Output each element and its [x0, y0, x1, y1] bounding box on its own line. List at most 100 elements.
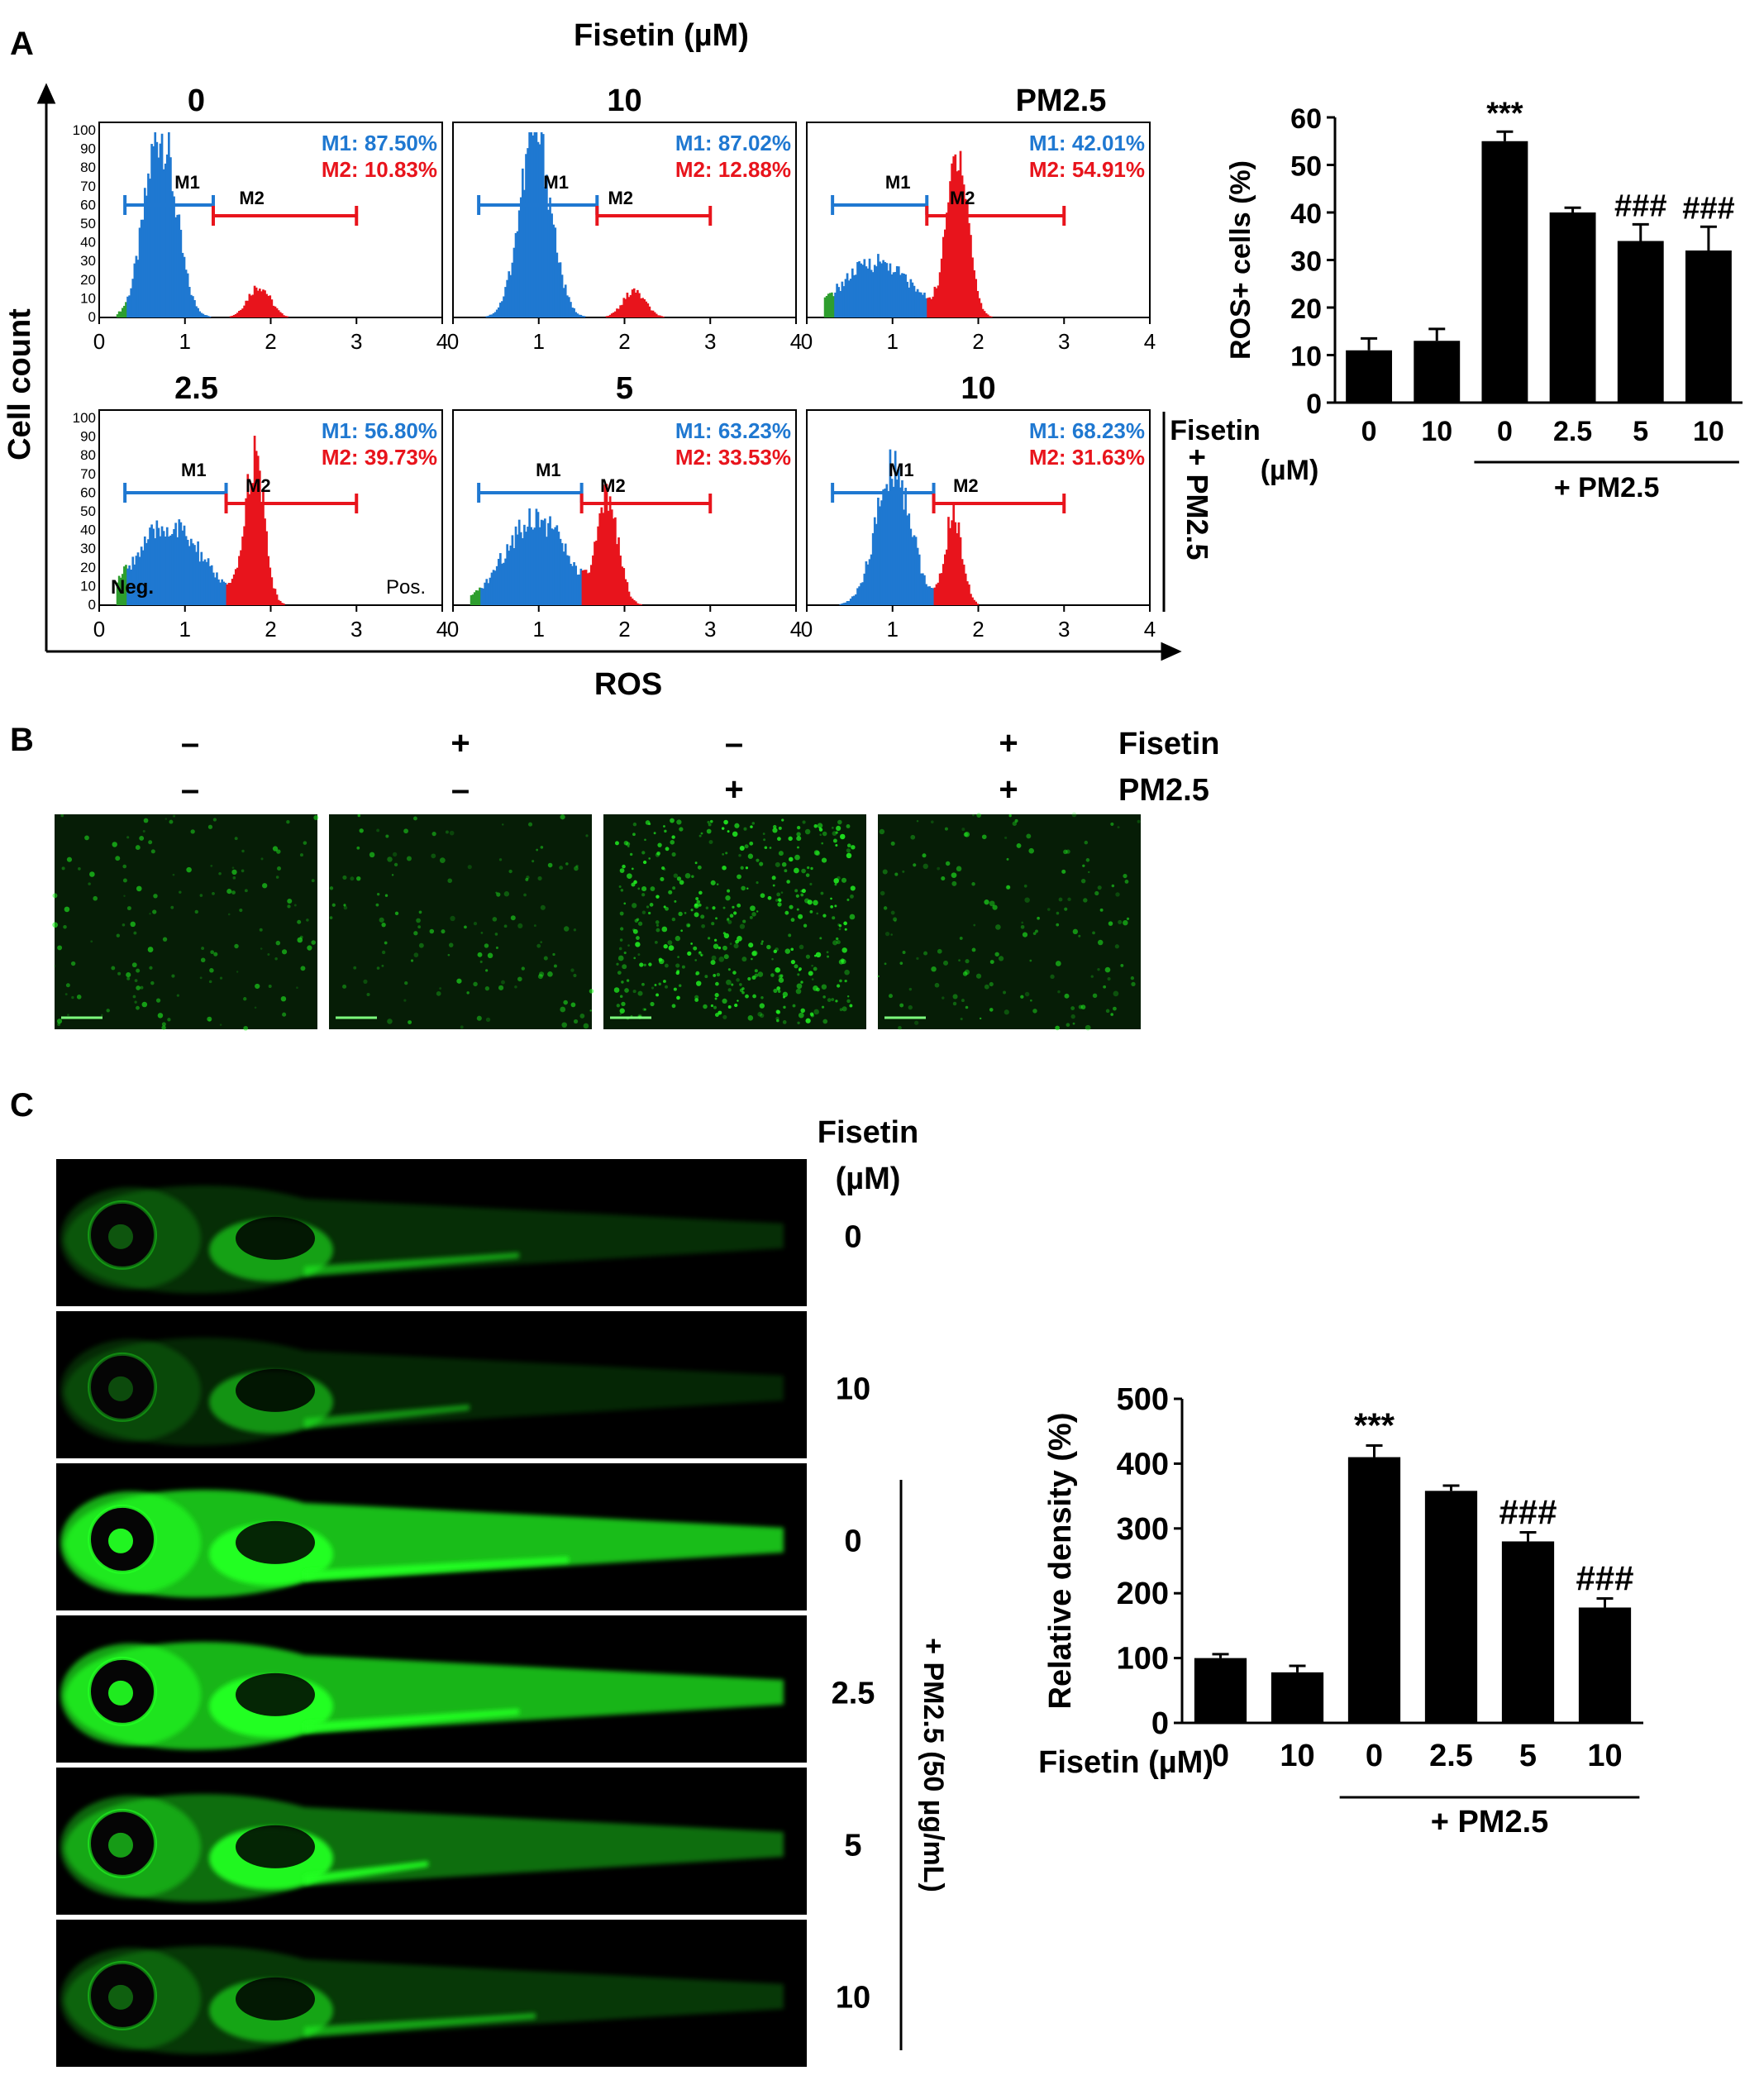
cell-spot: [297, 937, 303, 943]
cell-spot: [715, 981, 719, 986]
histogram-bin: [928, 586, 931, 605]
cell-spot: [776, 892, 781, 897]
cell-spot: [342, 984, 347, 989]
histogram-bin: [944, 229, 946, 317]
cell-spot: [794, 964, 799, 969]
cell-spot: [781, 861, 787, 867]
histogram-bin: [985, 313, 988, 317]
cell-spot: [536, 943, 541, 948]
cell-spot: [1020, 925, 1025, 929]
cell-spot: [241, 869, 245, 873]
histogram-bin: [121, 308, 124, 317]
cell-spot: [831, 998, 835, 1001]
histogram-bin: [236, 567, 239, 605]
histogram-bin: [560, 542, 564, 605]
y-tick-label: 40: [80, 235, 96, 250]
cell-spot: [629, 852, 633, 856]
cell-spot: [618, 885, 622, 889]
cell-spot: [111, 966, 116, 971]
cell-spot: [722, 906, 726, 909]
cell-spot: [76, 995, 82, 1000]
cell-spot: [937, 866, 941, 871]
x-tick-label: 0: [801, 617, 813, 642]
cell-spot: [801, 888, 806, 894]
histogram-bin: [547, 522, 550, 605]
cell-spot: [641, 893, 646, 897]
dose-label: 0: [844, 1524, 861, 1559]
cell-spot: [778, 977, 784, 983]
cell-spot: [200, 957, 206, 963]
cell-spot: [796, 832, 801, 837]
cell-spot: [621, 1001, 626, 1007]
cell-spot: [1080, 878, 1086, 884]
cell-spot: [1072, 928, 1079, 935]
cell-spot: [614, 841, 619, 846]
cell-spot: [822, 1019, 828, 1024]
cell-spot: [126, 906, 131, 911]
histogram-bin: [152, 528, 155, 605]
histogram-bin: [164, 537, 167, 605]
histogram-bin: [501, 301, 503, 317]
histogram-bin: [207, 558, 210, 605]
cell-spot: [888, 994, 894, 999]
cell-spot: [676, 819, 682, 825]
cell-spot: [671, 917, 676, 922]
histogram-bin: [508, 271, 511, 317]
cell-spot: [694, 995, 699, 1000]
cell-spot: [760, 893, 765, 899]
cell-spot: [786, 880, 790, 884]
histogram-bin: [622, 568, 626, 605]
cell-spot: [657, 842, 662, 847]
zebrafish-gut: [304, 2012, 536, 2037]
cell-spot: [527, 822, 533, 827]
cell-spot: [931, 966, 937, 972]
cell-spot: [778, 899, 782, 903]
cell-spot: [136, 985, 141, 990]
cell-spot: [477, 952, 483, 957]
cell-spot: [445, 830, 449, 834]
histogram-bin: [253, 436, 256, 605]
cell-spot: [375, 903, 379, 907]
histogram-bin: [183, 525, 186, 605]
cell-spot: [393, 862, 398, 867]
cell-spot: [837, 876, 841, 880]
cell-spot: [801, 868, 806, 874]
cell-spot: [1105, 1009, 1110, 1014]
histogram-bin: [202, 561, 205, 605]
panel-c-side-label: + PM2.5 (50 µg/mL): [918, 1638, 949, 1892]
histogram-bin: [600, 507, 603, 605]
cell-spot: [631, 867, 634, 871]
histogram-bin: [892, 486, 895, 605]
histogram-bin: [636, 289, 639, 317]
histogram-bin: [851, 596, 854, 605]
cell-spot: [66, 856, 73, 862]
cell-spot: [827, 955, 830, 958]
histogram-bin: [210, 565, 213, 605]
histogram-bin: [583, 316, 586, 317]
histogram-bin: [256, 290, 260, 317]
cell-spot: [727, 988, 732, 992]
cell-spot: [648, 962, 652, 966]
zebrafish-gut: [304, 1252, 519, 1276]
cell-spot: [700, 832, 703, 835]
cell-spot: [385, 834, 389, 838]
cell-spot: [718, 946, 722, 950]
histogram-bin: [141, 219, 145, 317]
cell-spot: [57, 945, 63, 951]
histogram-bin: [849, 599, 852, 605]
histogram-bin: [482, 588, 484, 605]
cell-spot: [644, 1008, 646, 1011]
histogram-bin: [928, 297, 931, 317]
x-tick-label: 2: [265, 617, 276, 642]
cell-spot: [255, 983, 260, 990]
histogram-bin: [603, 484, 607, 605]
histogram-bin: [855, 274, 857, 317]
cell-spot: [767, 895, 772, 900]
cell-spot: [890, 933, 893, 936]
cell-spot: [694, 861, 698, 865]
histogram-bin: [154, 132, 157, 317]
histogram-bin: [159, 143, 162, 317]
histogram-bin: [634, 601, 637, 605]
cell-spot: [88, 882, 91, 885]
